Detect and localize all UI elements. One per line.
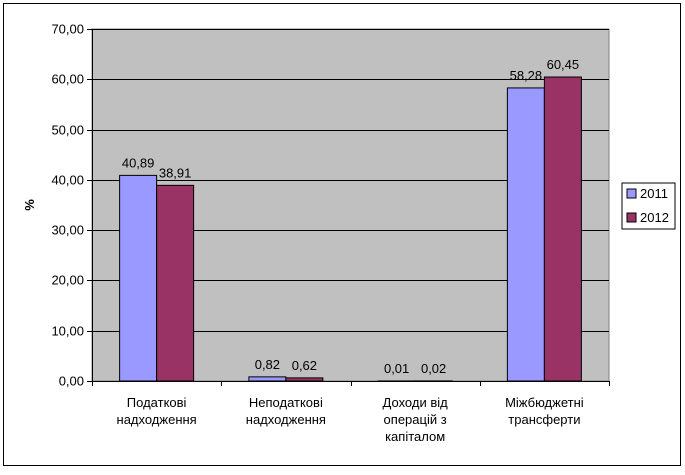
x-category-label: Доходи від операцій з капіталом	[383, 395, 449, 444]
y-axis-title: %	[22, 199, 37, 211]
x-category-label-line: надходження	[246, 412, 326, 427]
data-label: 0,62	[292, 358, 317, 373]
y-tick-label: 30,00	[51, 223, 84, 238]
y-tick-label: 10,00	[51, 324, 84, 339]
data-label: 38,91	[159, 165, 192, 180]
x-category-label-line: надходження	[117, 412, 197, 427]
data-label: 0,02	[421, 361, 446, 376]
data-label: 60,45	[547, 57, 580, 72]
x-category-label-line: капіталом	[385, 429, 445, 444]
legend-label-2011: 2011	[640, 186, 668, 201]
bar-2011	[249, 377, 286, 381]
data-label: 0,82	[255, 357, 280, 372]
legend-swatch-2011	[627, 189, 636, 198]
legend-swatch-2012	[627, 213, 636, 222]
y-tick-label: 20,00	[51, 273, 84, 288]
x-category-label-line: Податкові	[127, 395, 187, 410]
x-category-label-line: Міжбюджетні	[505, 395, 584, 410]
x-category-label-line: Доходи від	[383, 395, 449, 410]
bar-2012	[286, 378, 323, 381]
bar-2012	[544, 77, 581, 381]
y-tick-label: 70,00	[51, 22, 84, 37]
bar-2011	[507, 88, 544, 381]
y-tick-label: 40,00	[51, 173, 84, 188]
x-category-label-line: операцій з	[384, 412, 447, 427]
data-label: 0,01	[384, 361, 409, 376]
x-category-label-line: Неподаткові	[249, 395, 323, 410]
legend-label-2012: 2012	[640, 210, 669, 225]
data-label: 40,89	[122, 155, 155, 170]
x-category-label-line: трансферти	[508, 412, 580, 427]
y-tick-label: 0,00	[59, 374, 84, 389]
y-tick-label: 50,00	[51, 123, 84, 138]
y-tick-label: 60,00	[51, 72, 84, 87]
data-label: 58,28	[510, 68, 543, 83]
legend: 2011 2012	[622, 183, 675, 229]
bar-2011	[120, 175, 157, 381]
bar-2012	[157, 185, 194, 381]
